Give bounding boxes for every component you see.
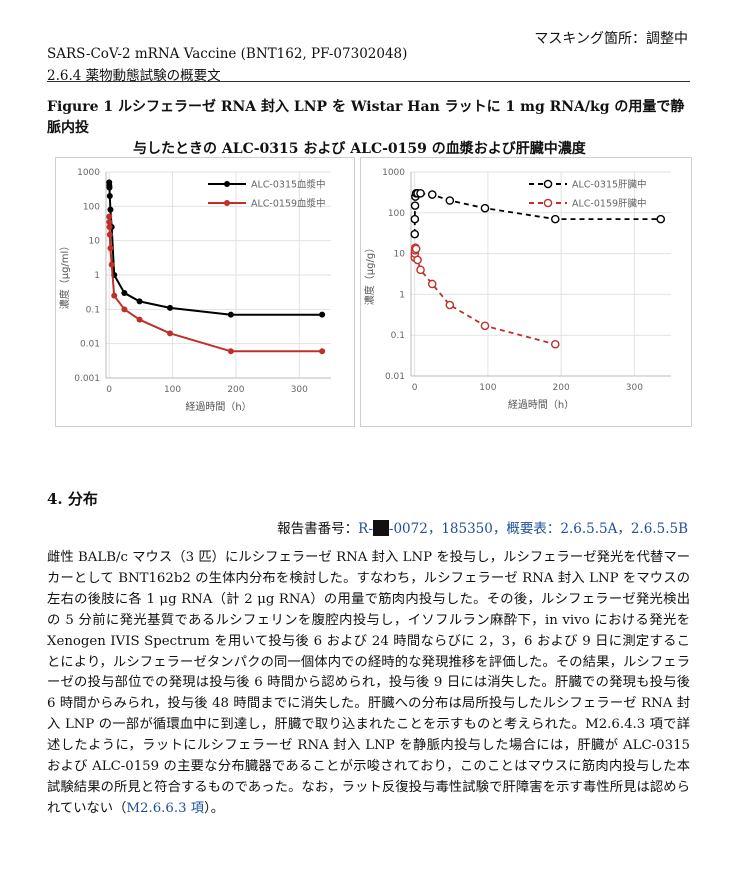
document-header-title: SARS-CoV-2 mRNA Vaccine (BNT162, PF-0730… bbox=[47, 46, 408, 62]
figure-title: Figure 1 ルシフェラーゼ RNA 封入 LNP を Wistar Han… bbox=[47, 97, 697, 160]
data-point bbox=[410, 201, 420, 210]
document-header-section: 2.6.4 薬物動態試験の概要文 bbox=[47, 68, 221, 84]
figure-title-line2: 与したときの ALC-0315 および ALC-0159 の血漿および肝臓中濃度 bbox=[133, 141, 586, 157]
x-axis-label: 経過時間（h） bbox=[508, 398, 574, 411]
data-point bbox=[410, 229, 420, 239]
series-line-1 bbox=[108, 216, 323, 353]
data-point bbox=[106, 184, 113, 191]
cross-reference-link[interactable]: M2.6.6.3 項 bbox=[126, 800, 205, 816]
data-point bbox=[656, 214, 666, 224]
data-point bbox=[416, 265, 425, 275]
data-point bbox=[480, 203, 490, 213]
data-point bbox=[106, 224, 113, 231]
figure-title-line1: Figure 1 ルシフェラーゼ RNA 封入 LNP を Wistar Han… bbox=[47, 99, 685, 136]
data-point bbox=[136, 316, 143, 323]
y-axis-label: 濃度（μg/g） bbox=[363, 243, 376, 305]
data-point bbox=[410, 214, 420, 224]
data-point bbox=[550, 339, 560, 349]
ref-rest-link[interactable]: -0072，185350，概要表：2.6.5.5A，2.6.5.5B bbox=[388, 521, 688, 537]
data-point bbox=[107, 245, 114, 252]
data-point bbox=[167, 330, 174, 337]
data-point bbox=[411, 244, 421, 254]
legend-marker-0 bbox=[224, 181, 230, 187]
plasma-chart: 0.001 0.01 0.1 1 10 100 1000 0 100 200 300 経過時間（h） 濃… bbox=[55, 157, 355, 427]
data-point bbox=[167, 304, 174, 311]
y-tick-label: 1000 bbox=[382, 168, 405, 178]
x-tick-label: 200 bbox=[227, 385, 244, 395]
data-point bbox=[106, 192, 113, 199]
data-point bbox=[413, 255, 422, 265]
data-point bbox=[319, 311, 326, 318]
y-tick-label: 100 bbox=[83, 202, 100, 212]
x-axis-label: 経過時間（h） bbox=[185, 400, 251, 413]
legend-label-1: ALC-0159血漿中 bbox=[251, 198, 326, 210]
legend-marker-0 bbox=[543, 179, 553, 189]
y-axis-label: 濃度（μg/ml） bbox=[58, 241, 71, 310]
data-point bbox=[416, 189, 425, 198]
data-point bbox=[227, 311, 234, 318]
legend-marker-1 bbox=[543, 198, 553, 208]
y-tick-label: 0.001 bbox=[74, 374, 100, 384]
x-tick-label: 0 bbox=[412, 383, 418, 393]
data-point bbox=[445, 300, 455, 310]
data-point bbox=[550, 214, 560, 224]
masking-note: マスキング箇所：調整中 bbox=[534, 31, 688, 47]
data-point bbox=[106, 213, 113, 220]
redaction-block bbox=[372, 520, 389, 536]
liver-chart-svg: 0.01 0.1 1 10 100 1000 0 100 200 300 経過時間（h） 濃度（μg/… bbox=[363, 168, 671, 411]
y-tick-label: 0.01 bbox=[80, 340, 100, 350]
data-point bbox=[227, 348, 234, 355]
data-point bbox=[106, 218, 113, 225]
data-point bbox=[445, 196, 455, 205]
liver-chart: 0.01 0.1 1 10 100 1000 0 100 200 300 経過時間（h） 濃度（μg/… bbox=[360, 157, 692, 427]
y-tick-label: 0.01 bbox=[385, 372, 405, 382]
y-tick-label: 0.1 bbox=[391, 331, 405, 341]
y-tick-label: 10 bbox=[89, 237, 101, 247]
x-tick-label: 100 bbox=[164, 385, 181, 395]
y-tick-label: 1 bbox=[94, 271, 100, 281]
x-tick-label: 200 bbox=[553, 383, 570, 393]
x-tick-label: 300 bbox=[626, 383, 643, 393]
report-reference: 報告書番号：R- -0072，185350，概要表：2.6.5.5A，2.6.5.… bbox=[277, 517, 688, 537]
y-tick-label: 1000 bbox=[77, 168, 100, 178]
data-point bbox=[111, 292, 118, 299]
body-tail: ）。 bbox=[204, 800, 225, 816]
legend-label-1: ALC-0159肝臓中 bbox=[572, 198, 647, 210]
y-tick-label: 10 bbox=[394, 250, 406, 260]
y-tick-label: 0.1 bbox=[86, 305, 100, 315]
data-point bbox=[136, 298, 143, 305]
ref-prefix: 報告書番号： bbox=[277, 521, 359, 537]
ref-r-link[interactable]: R- bbox=[358, 521, 373, 537]
legend-label-0: ALC-0315血漿中 bbox=[251, 179, 326, 191]
data-point bbox=[106, 231, 113, 238]
x-tick-label: 100 bbox=[479, 383, 496, 393]
data-point bbox=[480, 321, 490, 331]
data-point bbox=[427, 279, 437, 289]
body-paragraph: 雌性 BALB/c マウス（3 匹）にルシフェラーゼ RNA 封入 LNP を投… bbox=[47, 548, 690, 820]
legend-marker-1 bbox=[224, 200, 230, 206]
y-tick-label: 100 bbox=[388, 209, 405, 219]
y-tick-label: 1 bbox=[399, 290, 405, 300]
body-text: 雌性 BALB/c マウス（3 匹）にルシフェラーゼ RNA 封入 LNP を投… bbox=[47, 550, 690, 816]
plasma-chart-svg: 0.001 0.01 0.1 1 10 100 1000 0 100 200 300 経過時間（h） 濃… bbox=[58, 168, 331, 413]
x-tick-label: 300 bbox=[291, 385, 308, 395]
data-point bbox=[121, 289, 128, 296]
data-point bbox=[319, 348, 326, 355]
x-tick-label: 0 bbox=[106, 385, 112, 395]
data-point bbox=[427, 190, 437, 199]
legend-label-0: ALC-0315肝臓中 bbox=[572, 179, 647, 191]
data-point bbox=[107, 206, 114, 213]
data-point bbox=[121, 306, 128, 313]
header-rule bbox=[47, 81, 690, 82]
section-heading: 4. 分布 bbox=[47, 490, 98, 508]
data-point bbox=[108, 261, 115, 268]
